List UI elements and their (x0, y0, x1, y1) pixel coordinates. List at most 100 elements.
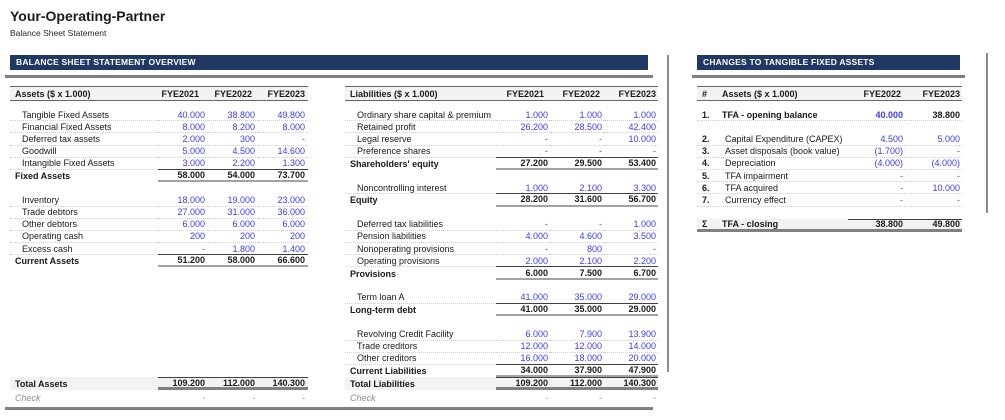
cell-value[interactable]: 2.000 (158, 133, 208, 146)
cell-value[interactable]: 6.000 (258, 219, 308, 231)
cell-value[interactable]: - (496, 243, 550, 256)
cell-value[interactable]: 4.500 (208, 146, 258, 158)
cell-value[interactable]: 6.000 (208, 219, 258, 231)
cell-value[interactable]: 12.000 (496, 341, 550, 353)
cell-value[interactable]: 1.000 (496, 109, 550, 122)
cell-value: - (202, 393, 205, 404)
cell-value[interactable]: 31.000 (208, 207, 258, 219)
cell-value[interactable]: 7.900 (550, 328, 604, 341)
cell-value[interactable]: - (905, 146, 962, 158)
row-label: Operating provisions (345, 255, 496, 268)
cell-value[interactable]: - (496, 219, 550, 231)
cell-value[interactable]: 1.000 (550, 109, 604, 122)
cell-value[interactable]: 14.600 (258, 146, 308, 158)
cell-value[interactable]: 5.000 (158, 146, 208, 158)
cell-value[interactable]: 8.000 (158, 121, 208, 134)
cell-value: - (545, 393, 548, 404)
cell-value[interactable]: 8.000 (258, 121, 308, 134)
cell-value[interactable]: 800 (550, 243, 604, 256)
cell-value[interactable]: 1.800 (208, 243, 258, 256)
row-label: Long-term debt (350, 305, 416, 316)
cell-value[interactable]: 29.000 (604, 292, 658, 304)
cell-value[interactable]: (4.000) (905, 158, 962, 170)
cell-value[interactable]: - (258, 133, 308, 146)
cell-value[interactable]: - (158, 243, 208, 256)
cell-value[interactable]: - (848, 170, 905, 183)
cell-value[interactable]: 18.000 (158, 194, 208, 207)
cell-value[interactable]: - (848, 194, 905, 207)
cell-value[interactable]: 27.000 (158, 207, 208, 219)
cell-value[interactable]: 14.000 (604, 341, 658, 353)
cell-value[interactable]: 1.300 (258, 158, 308, 170)
cell-value[interactable]: 4.500 (848, 133, 905, 146)
cell-value[interactable]: 19.000 (208, 194, 258, 207)
cell-value[interactable]: 49.800 (258, 109, 308, 122)
cell-value[interactable]: 36.000 (258, 207, 308, 219)
cell-value: - (302, 393, 305, 404)
cell-value[interactable]: 1.400 (258, 243, 308, 256)
cell-value[interactable]: 13.900 (604, 328, 658, 341)
assets-table-header: Assets ($ x 1.000) FYE2021 FYE2022 FYE20… (10, 86, 308, 101)
cell-value[interactable]: 38.800 (208, 109, 258, 122)
cell-value[interactable]: 16.000 (496, 353, 550, 365)
table-row: Nonoperating provisions -800- (345, 243, 658, 256)
cell-value[interactable]: 18.000 (550, 353, 604, 365)
cell-value[interactable]: 42.400 (604, 121, 658, 134)
cell-value[interactable]: 8.200 (208, 121, 258, 134)
cell-value[interactable]: - (604, 146, 658, 158)
total-assets-row: Total Assets 109.200 112.000 140.300 (10, 377, 308, 390)
cell-value[interactable]: - (905, 170, 962, 183)
cell-value[interactable]: 200 (208, 231, 258, 244)
table-row: 1. TFA - opening balance 40.000 38.800 (697, 109, 962, 122)
cell-value[interactable]: 28.500 (550, 121, 604, 134)
cell-value[interactable]: 10.000 (905, 182, 962, 195)
cell-value[interactable]: 40.000 (158, 109, 208, 122)
table-title: Liabilities ($ x 1.000) (350, 88, 438, 99)
cell-value[interactable]: 1.000 (604, 109, 658, 122)
row-label: Excess cash (10, 243, 158, 256)
cell-value[interactable]: - (550, 133, 604, 146)
cell-value[interactable]: 6.000 (158, 219, 208, 231)
cell-value[interactable]: 40.000 (848, 109, 905, 122)
cell-value[interactable]: 23.000 (258, 194, 308, 207)
cell-value[interactable]: 3.500 (604, 231, 658, 244)
cell-value[interactable]: 300 (208, 133, 258, 146)
cell-value[interactable]: 1.000 (496, 182, 550, 195)
cell-value[interactable]: 2.200 (604, 255, 658, 268)
cell-value[interactable]: - (550, 219, 604, 231)
cell-value[interactable]: 2.000 (496, 255, 550, 268)
cell-value[interactable]: 6.000 (496, 328, 550, 341)
cell-value[interactable]: 41.000 (496, 292, 550, 304)
cell-value[interactable]: 200 (258, 231, 308, 244)
cell-value[interactable]: 35.000 (550, 292, 604, 304)
cell-value[interactable]: 12.000 (550, 341, 604, 353)
cell-value[interactable]: 2.200 (208, 158, 258, 170)
cell-value[interactable]: 20.000 (604, 353, 658, 365)
cell-value[interactable]: (4.000) (848, 158, 905, 170)
cell-value[interactable]: - (604, 243, 658, 256)
cell-value[interactable]: - (496, 133, 550, 146)
cell-value[interactable]: 26.200 (496, 121, 550, 134)
cell-value[interactable]: 4.000 (496, 231, 550, 244)
cell-value[interactable]: 4.600 (550, 231, 604, 244)
row-label: Equity (350, 195, 378, 206)
horizontal-rule-right (692, 75, 965, 78)
cell-value[interactable]: (1.700) (848, 146, 905, 158)
cell-value[interactable]: - (550, 146, 604, 158)
cell-value[interactable]: - (496, 146, 550, 158)
cell-value[interactable]: - (905, 194, 962, 207)
column-header: FYE2021 (161, 88, 199, 99)
cell-value[interactable]: 1.000 (604, 219, 658, 231)
table-row: Preference shares - - - (345, 146, 658, 158)
cell-value[interactable]: 3.000 (158, 158, 208, 170)
cell-value[interactable]: 3.300 (604, 182, 658, 195)
liabilities-check-row: Check - - - (345, 392, 658, 404)
table-row: Term loan A 41.000 35.000 29.000 (345, 292, 658, 304)
table-title: Assets ($ x 1.000) (15, 88, 91, 99)
cell-value[interactable]: 2.100 (550, 255, 604, 268)
cell-value[interactable]: 10.000 (604, 133, 658, 146)
cell-value[interactable]: 5.000 (905, 133, 962, 146)
cell-value[interactable]: 2.100 (550, 182, 604, 195)
cell-value[interactable]: 200 (158, 231, 208, 244)
cell-value[interactable]: - (848, 182, 905, 195)
